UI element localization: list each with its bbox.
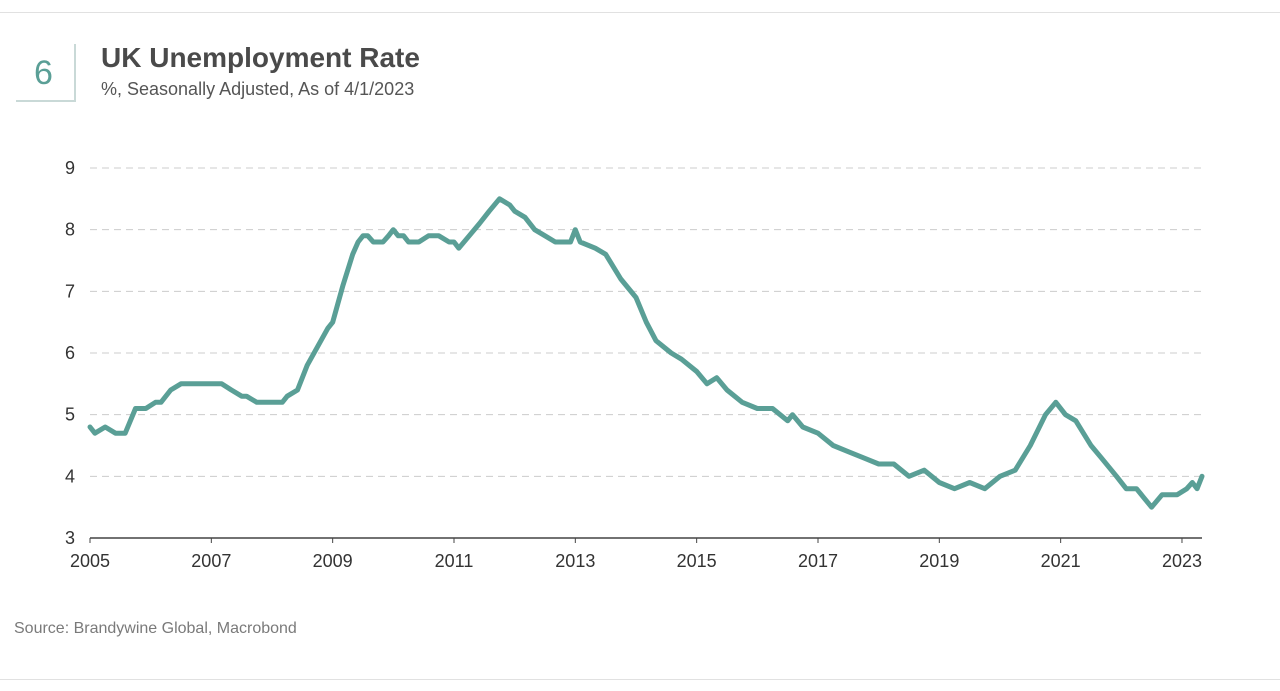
x-tick-label-2021: 2021 <box>1041 551 1081 571</box>
y-tick-label-8: 8 <box>65 220 75 240</box>
x-tick-label-2023: 2023 <box>1162 551 1202 571</box>
x-tick-label-2015: 2015 <box>677 551 717 571</box>
y-axis-tick-labels: 3 4 5 6 7 8 9 <box>65 158 75 548</box>
y-tick-label-4: 4 <box>65 466 75 486</box>
chart-title: UK Unemployment Rate <box>101 42 420 73</box>
x-tick-label-2019: 2019 <box>919 551 959 571</box>
chart-subtitle: %, Seasonally Adjusted, As of 4/1/2023 <box>101 79 415 99</box>
y-tick-label-5: 5 <box>65 405 75 425</box>
y-tick-label-3: 3 <box>65 528 75 548</box>
x-axis-tick-labels: 2005 2007 2009 2011 2013 2015 2017 2019 2021 2023 <box>70 551 1202 571</box>
x-tick-label-2017: 2017 <box>798 551 838 571</box>
source-note: Source: Brandywine Global, Macrobond <box>14 620 297 637</box>
x-tick-label-2007: 2007 <box>191 551 231 571</box>
x-tick-label-2009: 2009 <box>313 551 353 571</box>
series <box>87 196 1205 510</box>
top-rule <box>0 12 1280 13</box>
x-tick-label-2013: 2013 <box>555 551 595 571</box>
y-tick-label-6: 6 <box>65 343 75 363</box>
gridlines <box>90 167 1202 477</box>
x-axis <box>89 537 1202 543</box>
bottom-rule <box>0 679 1280 680</box>
y-tick-label-7: 7 <box>65 281 75 301</box>
series-line-0 <box>87 196 1205 510</box>
y-tick-label-9: 9 <box>65 158 75 178</box>
x-tick-label-2011: 2011 <box>435 551 474 571</box>
figure-number: 6 <box>16 44 76 102</box>
x-tick-label-2005: 2005 <box>70 551 110 571</box>
